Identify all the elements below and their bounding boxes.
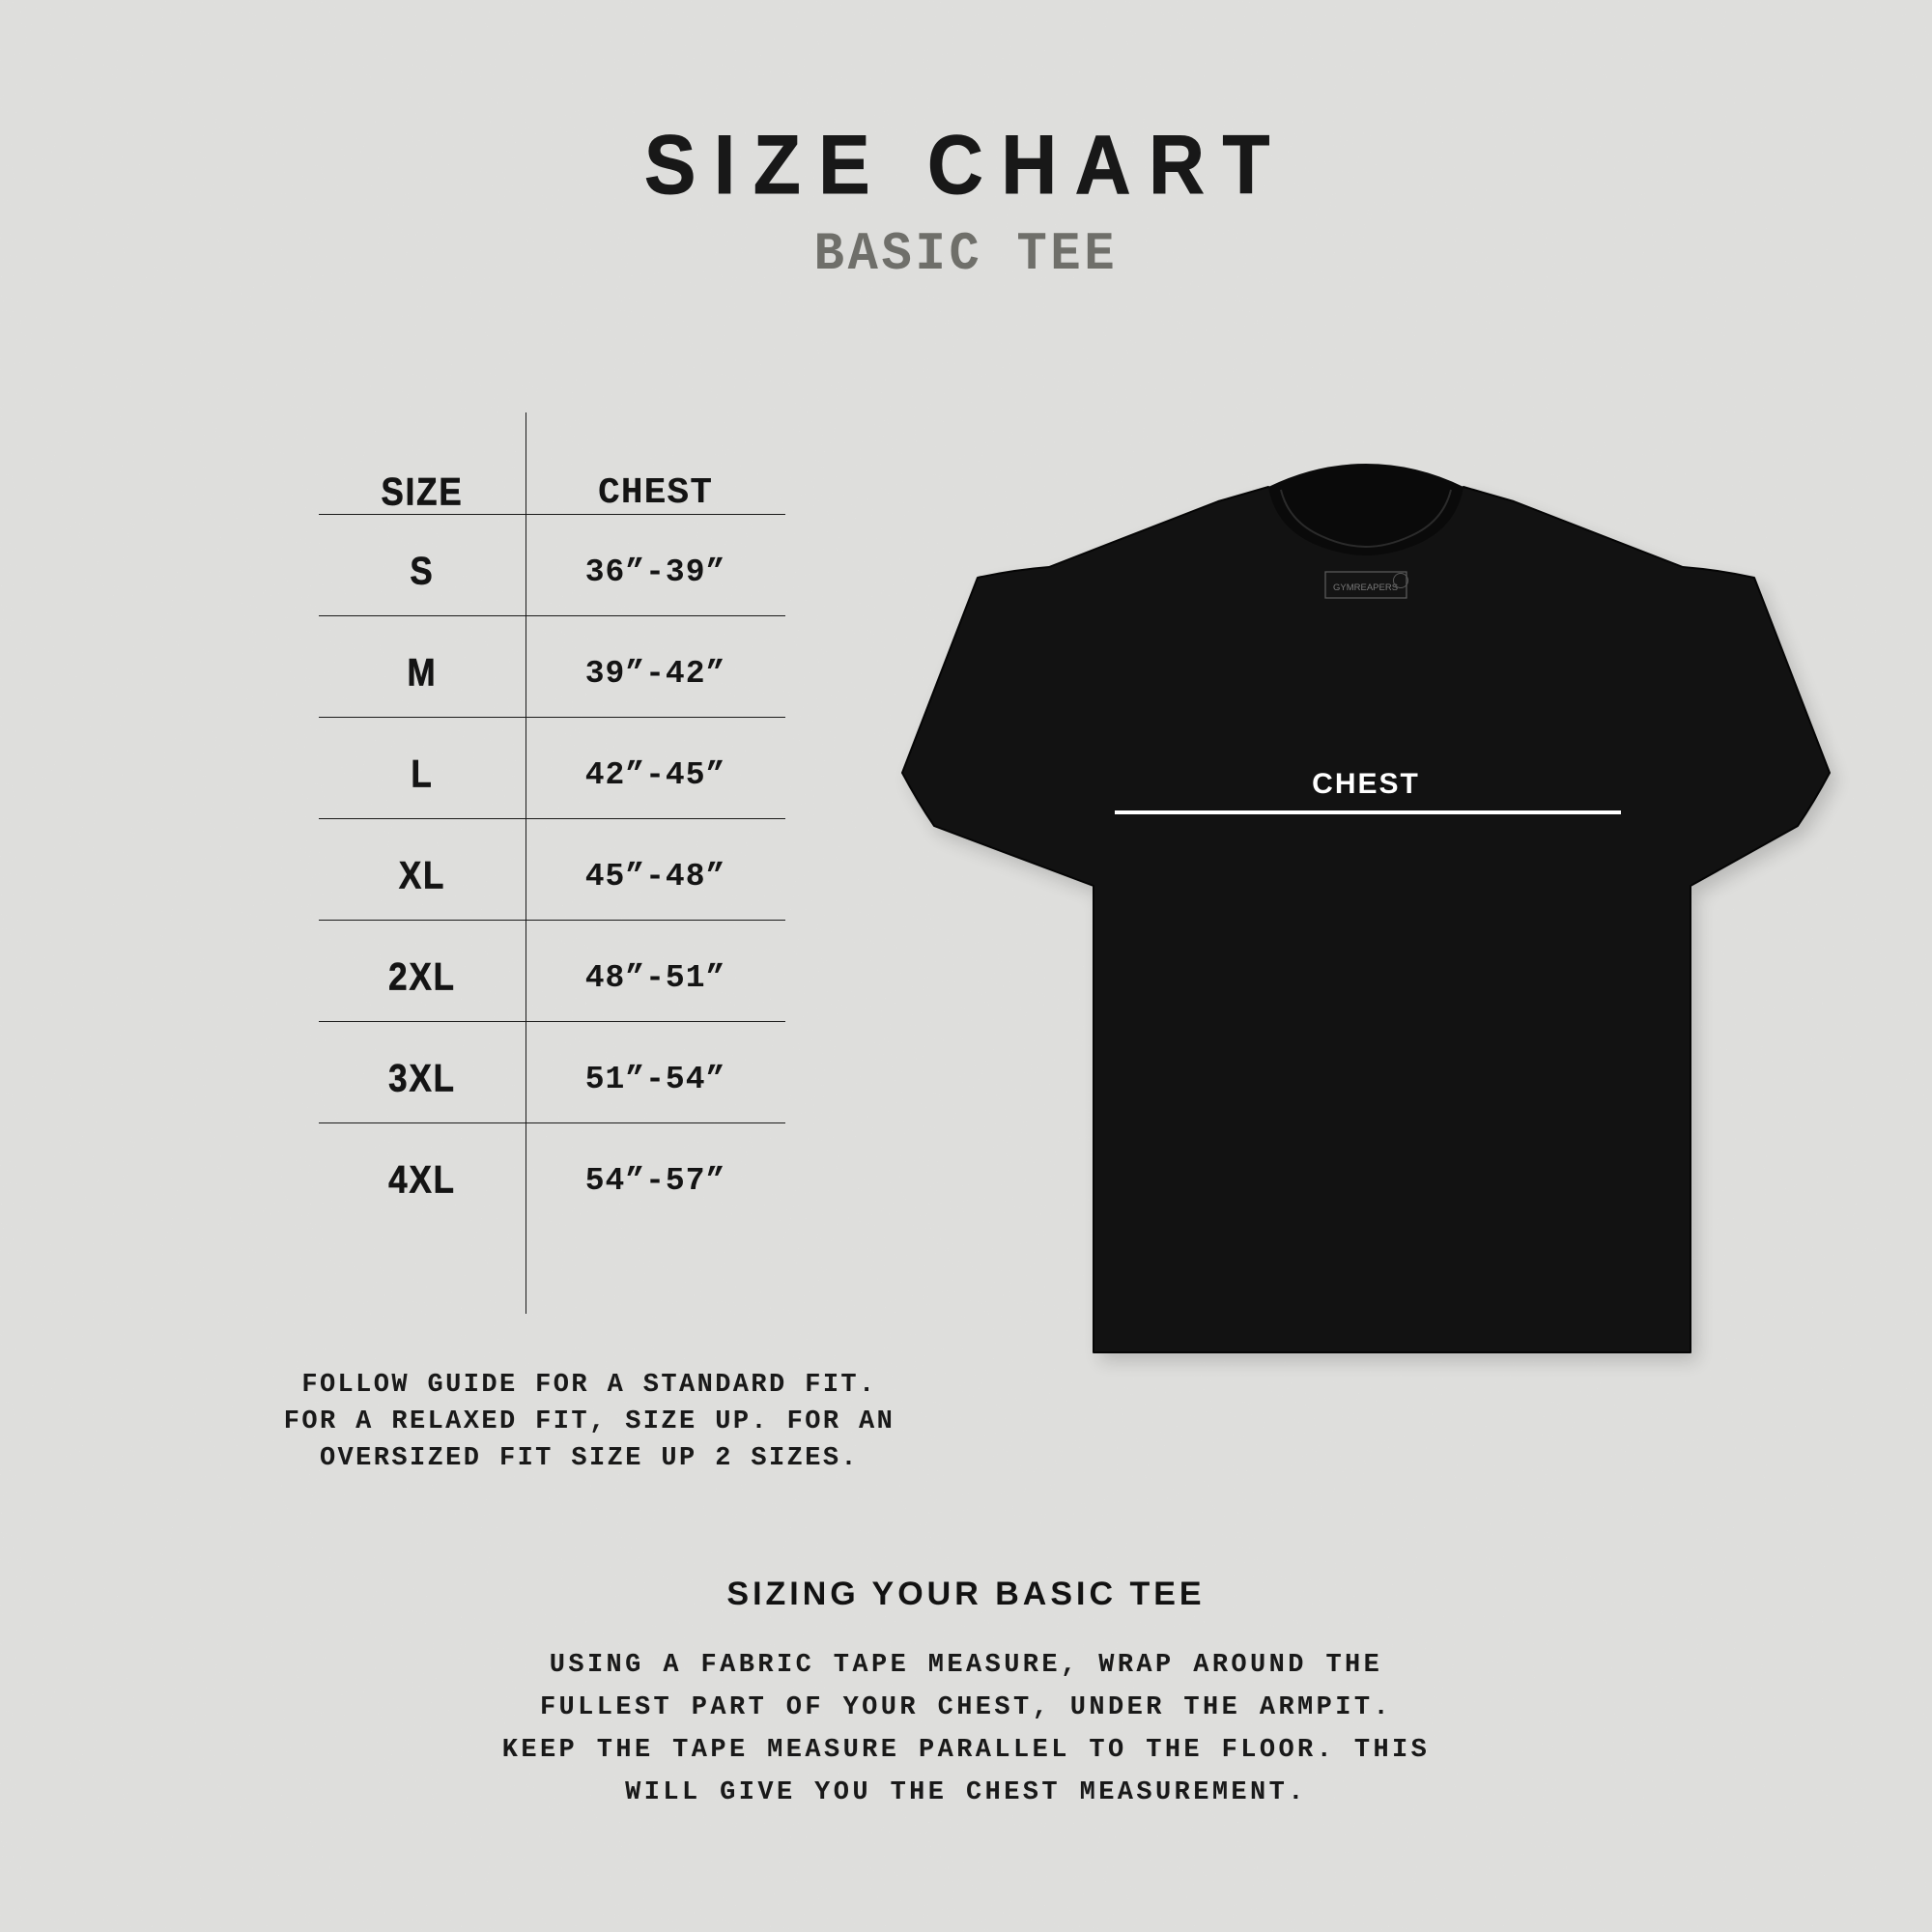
svg-text:GYMREAPERS: GYMREAPERS	[1333, 582, 1398, 593]
svg-text:CHEST: CHEST	[1312, 768, 1420, 800]
